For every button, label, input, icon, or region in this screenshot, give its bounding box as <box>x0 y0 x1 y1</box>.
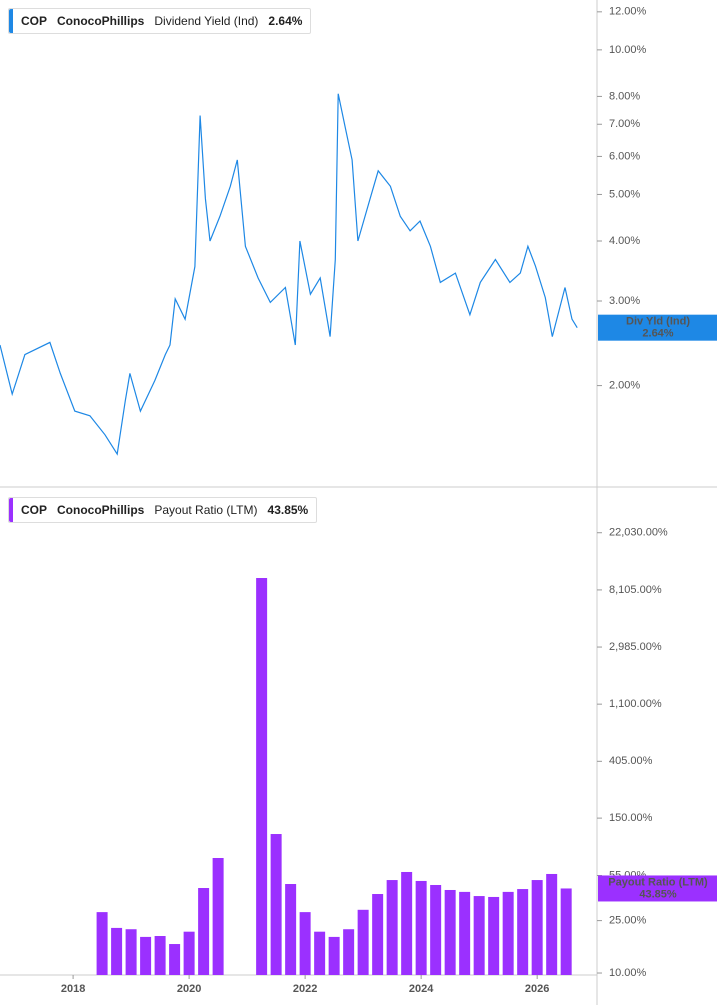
tag-value: 2.64% <box>642 328 673 340</box>
last-value-tag <box>598 875 717 902</box>
y-tick-label: 7.00% <box>609 118 640 130</box>
bar <box>430 884 442 975</box>
bar <box>488 896 500 975</box>
x-tick-label: 2024 <box>409 983 434 995</box>
bar <box>140 936 152 975</box>
y-tick-label: 22,030.00% <box>609 527 668 539</box>
last-value-tag <box>598 314 717 341</box>
y-tick-label: 3.00% <box>609 295 640 307</box>
line <box>0 93 578 456</box>
bar <box>314 931 326 975</box>
bar <box>256 578 268 975</box>
bar <box>198 888 210 975</box>
legend-swatch <box>9 9 13 33</box>
bar <box>154 936 166 975</box>
bar <box>111 927 123 975</box>
x-tick-label: 2022 <box>293 983 317 995</box>
bar <box>560 888 572 975</box>
bar <box>386 880 398 975</box>
series-name: Payout Ratio (LTM) <box>154 503 258 517</box>
bar <box>169 944 181 975</box>
bar <box>531 880 543 975</box>
bar <box>444 889 456 975</box>
company: ConocoPhillips <box>57 503 145 517</box>
bar <box>401 871 413 975</box>
ticker: COP <box>21 14 48 28</box>
bar <box>212 857 224 975</box>
y-tick-label: 10.00% <box>609 967 647 979</box>
x-tick-label: 2020 <box>177 983 201 995</box>
y-tick-label: 10.00% <box>609 44 647 56</box>
bar <box>372 894 384 975</box>
legend-header: COP ConocoPhillips Payout Ratio (LTM) 43… <box>8 497 318 523</box>
y-tick-label: 1,100.00% <box>609 698 662 710</box>
legend-header: COP ConocoPhillips Dividend Yield (Ind) … <box>8 8 312 34</box>
bar <box>459 891 471 975</box>
y-tick-label: 2.00% <box>609 379 640 391</box>
bar <box>517 889 529 975</box>
bar <box>96 912 108 975</box>
bar <box>125 929 137 975</box>
bar <box>299 912 311 975</box>
x-tick-label: 2026 <box>525 983 549 995</box>
last-value: 43.85% <box>267 503 309 517</box>
tag-name: Div Yld (Ind) <box>626 316 690 328</box>
y-tick-label: 5.00% <box>609 188 640 200</box>
legend-swatch <box>9 498 13 522</box>
bar <box>343 929 355 975</box>
bar <box>328 936 340 975</box>
bar <box>270 834 282 975</box>
tag-name: Payout Ratio (LTM) <box>608 876 708 888</box>
company: ConocoPhillips <box>57 14 145 28</box>
y-tick-label: 405.00% <box>609 755 653 767</box>
y-tick-label: 8.00% <box>609 90 640 102</box>
bar <box>357 909 369 975</box>
bar <box>285 884 297 975</box>
y-tick-label: 2,985.00% <box>609 641 662 653</box>
y-tick-label: 6.00% <box>609 150 640 162</box>
tag-value: 43.85% <box>639 888 677 900</box>
bar <box>183 931 195 975</box>
y-tick-label: 4.00% <box>609 235 640 247</box>
bar <box>502 891 514 975</box>
y-tick-label: 25.00% <box>609 915 647 927</box>
ticker: COP <box>21 503 48 517</box>
series-name: Dividend Yield (Ind) <box>154 14 259 28</box>
y-tick-label: 12.00% <box>609 6 647 18</box>
bar <box>546 873 558 975</box>
y-tick-label: 150.00% <box>609 812 653 824</box>
last-value: 2.64% <box>268 14 303 28</box>
x-tick-label: 2018 <box>61 983 85 995</box>
bar <box>473 896 485 975</box>
bar <box>415 880 427 975</box>
y-tick-label: 8,105.00% <box>609 584 662 596</box>
